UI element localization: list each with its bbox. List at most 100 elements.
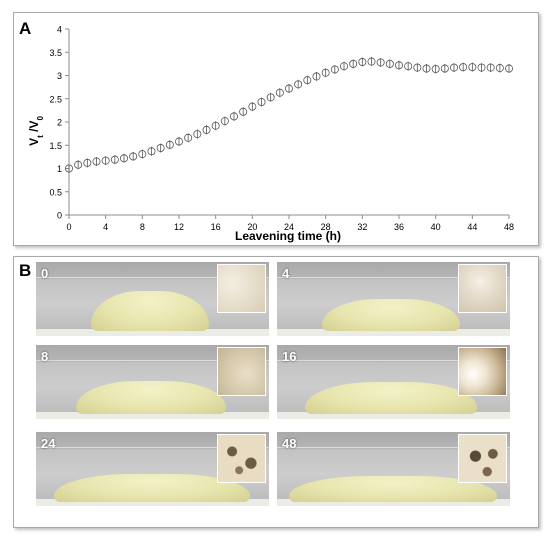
data-point [248,102,257,111]
crumb-inset [217,347,266,396]
container-rim [36,447,269,448]
data-point [376,58,385,67]
x-tick-label: 16 [211,222,221,232]
crumb-inset [458,434,507,483]
photo-time-label: 4 [282,266,290,281]
dough-photo-4h: 4 [277,262,510,336]
photo-time-label: 0 [41,266,49,281]
container-rim [36,277,269,278]
data-point [321,68,330,77]
data-point [339,62,348,71]
data-point [440,64,449,73]
x-tick-label: 0 [66,222,71,232]
photo-time-label: 24 [41,436,56,451]
container-floor [277,499,510,506]
data-point [459,63,468,72]
data-point [220,117,229,126]
dough-photo-16h: 16 [277,345,510,419]
dough-loaf [305,382,477,414]
photo-time-label: 16 [282,349,297,364]
container-rim [277,447,510,448]
x-tick-label: 48 [504,222,514,232]
x-tick-label: 8 [140,222,145,232]
data-point [266,93,275,102]
data-point [367,57,376,66]
data-point [468,63,477,72]
container-rim [277,360,510,361]
data-point [422,64,431,73]
dough-loaf [91,291,209,331]
data-point [120,154,129,163]
x-axis-label: Leavening time (h) [235,229,341,243]
data-point [65,164,74,173]
y-tick-label: 0.5 [49,187,62,197]
data-point [129,152,138,161]
x-tick-label: 24 [284,222,294,232]
y-tick-label: 4 [57,25,62,35]
data-point [202,125,211,134]
x-tick-label: 32 [357,222,367,232]
data-point [413,63,422,72]
x-tick-label: 12 [174,222,184,232]
photo-time-label: 8 [41,349,49,364]
data-point [358,58,367,67]
crumb-inset [217,434,266,483]
data-point [184,133,193,142]
data-point [211,121,220,130]
panel-a: A 0 0.5 1 1.5 2 2.5 3 3.5 4 0 4 8 12 16 20 24 28 32 36 40 44… [13,12,539,246]
x-tick-label: 36 [394,222,404,232]
chart-marks [65,57,513,173]
data-point [303,76,312,85]
data-point [431,64,440,73]
data-point [284,84,293,93]
data-point [275,88,284,97]
y-tick-label: 2 [57,118,62,128]
data-point [239,107,248,116]
y-tick-label: 3 [57,71,62,81]
x-tick-label: 4 [103,222,108,232]
dough-photo-0h: 0 [36,262,269,336]
panel-a-letter: A [19,19,32,38]
data-point [504,64,513,73]
data-point [385,59,394,68]
data-point [495,64,504,73]
dough-loaf [76,381,226,414]
data-point [138,150,147,159]
crumb-inset [458,264,507,313]
data-point [165,140,174,149]
data-point [74,160,83,169]
container-rim [36,360,269,361]
data-point [147,147,156,156]
x-tick-label: 44 [467,222,477,232]
data-point [110,155,119,164]
crumb-inset [458,347,507,396]
chart-axes: 00.511.522.533.540 4 8 12 16 20 24 28 32 36 40 44 48 [49,25,514,233]
data-point [294,80,303,89]
data-point [312,72,321,81]
dough-loaf [322,299,460,331]
y-tick-label: 3.5 [49,48,62,58]
y-tick-label: 1.5 [49,141,62,151]
data-point [330,65,339,74]
panel-b: B 0 4 8 16 24 48 [13,256,539,528]
data-point [193,130,202,139]
x-tick-label: 28 [321,222,331,232]
data-point [486,63,495,72]
data-point [477,63,486,72]
container-floor [36,412,269,419]
y-tick-label: 1 [57,164,62,174]
x-tick-label: 20 [247,222,257,232]
data-point [174,137,183,146]
data-point [156,144,165,153]
container-floor [277,329,510,336]
dough-photo-24h: 24 [36,432,269,506]
container-floor [36,329,269,336]
data-point [349,59,358,68]
data-point [83,158,92,167]
container-floor [36,499,269,506]
panel-b-letter: B [19,261,32,280]
container-rim [277,277,510,278]
dough-photo-48h: 48 [277,432,510,506]
y-axis-label: Vt /V0 [27,116,45,146]
data-point [394,61,403,70]
